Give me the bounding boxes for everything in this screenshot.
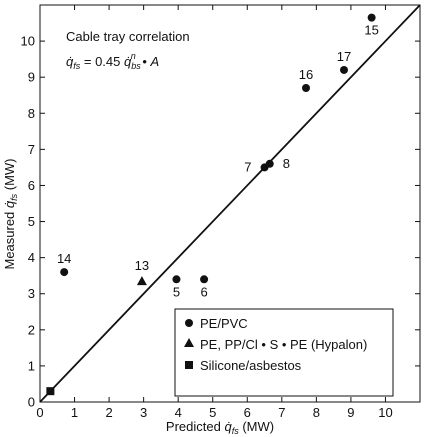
equation-sub-bs: bs: [131, 61, 141, 71]
point-labels: 5 6 7 8 16 17 15 14 13: [57, 23, 379, 300]
legend: PE/PVC PE, PP/Cl • S • PE (Hypalon) Sili…: [174, 308, 394, 397]
legend-label-pe-pvc: PE/PVC: [200, 316, 248, 331]
equation-qdot-bs: q̇: [124, 54, 132, 69]
y-tick-label: 1: [28, 358, 35, 373]
y-tick-label: 7: [28, 142, 35, 157]
x-tick-label: 6: [244, 405, 251, 420]
legend-box: [174, 308, 394, 397]
svg-text:q̇fs = 0.45 q̇bsn • A: q̇fs = 0.45 q̇bsn • A: [66, 51, 159, 71]
y-axis-label: Measured q̇fs (MW): [2, 158, 19, 269]
legend-label-hypalon: PE, PP/Cl • S • PE (Hypalon): [200, 337, 367, 352]
data-point-circle: [60, 268, 69, 277]
data-point-circle: [340, 65, 348, 74]
x-tick-label: 4: [175, 405, 182, 420]
y-tick-label: 5: [28, 214, 35, 229]
point-label: 8: [283, 156, 290, 171]
point-label: 13: [135, 258, 149, 273]
x-tick-label: 2: [105, 405, 112, 420]
data-point-circle: [200, 275, 209, 284]
equation-A: A: [150, 54, 160, 69]
x-tick-label: 9: [347, 405, 354, 420]
x-axis-label: Predicted q̇fs (MW): [166, 419, 274, 436]
axes: 0 1 2 3 4 5 6 7 8 9 10 0 1 2 3 4 5 6 7 8 9 10: [21, 4, 421, 420]
y-tick-label: 10: [21, 34, 35, 49]
point-label: 5: [173, 284, 180, 299]
reference-line: [39, 4, 421, 403]
point-label: 16: [299, 67, 313, 82]
x-tick-label: 0: [36, 405, 43, 420]
reference-line-layer: [39, 4, 421, 403]
point-label: 6: [200, 284, 207, 299]
data-point-circle: [172, 275, 181, 284]
data-point-circle: [367, 13, 376, 22]
legend-square-marker: [185, 361, 193, 369]
data-points: [46, 13, 376, 396]
data-point-triangle: [136, 276, 147, 286]
x-tick-label: 5: [209, 405, 216, 420]
equation-sup-n: n: [131, 51, 136, 61]
x-tick-label: 10: [378, 405, 392, 420]
point-label: 15: [364, 23, 378, 38]
equation-qdot-q: q̇: [66, 54, 74, 69]
plot-frame: [39, 4, 421, 403]
y-tick-label: 0: [28, 395, 35, 410]
legend-circle-marker: [185, 319, 193, 327]
data-point-circle: [265, 159, 274, 168]
equation-tail: •: [139, 54, 151, 69]
y-tick-label: 9: [28, 70, 35, 85]
legend-triangle-marker: [184, 338, 194, 347]
x-tick-label: 8: [313, 405, 320, 420]
y-tick-label: 8: [28, 106, 35, 121]
correlation-annotation: Cable tray correlation q̇fs = 0.45 q̇bsn…: [66, 29, 190, 71]
point-label: 17: [337, 49, 351, 64]
x-tick-label: 1: [71, 405, 78, 420]
y-tick-label: 4: [28, 250, 35, 265]
data-point-square: [46, 387, 55, 396]
y-tick-label: 2: [28, 322, 35, 337]
annotation-title: Cable tray correlation: [66, 29, 190, 44]
y-tick-label: 3: [28, 286, 35, 301]
data-point-circle: [302, 84, 310, 93]
legend-label-silicone: Silicone/asbestos: [200, 358, 302, 373]
equation-equals: = 0.45: [80, 54, 124, 69]
equation-sub-fs: fs: [73, 61, 81, 71]
point-label: 7: [244, 159, 251, 174]
y-tick-label: 6: [28, 178, 35, 193]
annotation-equation: q̇fs = 0.45 q̇bsn • A: [66, 51, 159, 71]
x-tick-label: 3: [140, 405, 147, 420]
point-label: 14: [57, 251, 71, 266]
x-tick-label: 7: [278, 405, 285, 420]
